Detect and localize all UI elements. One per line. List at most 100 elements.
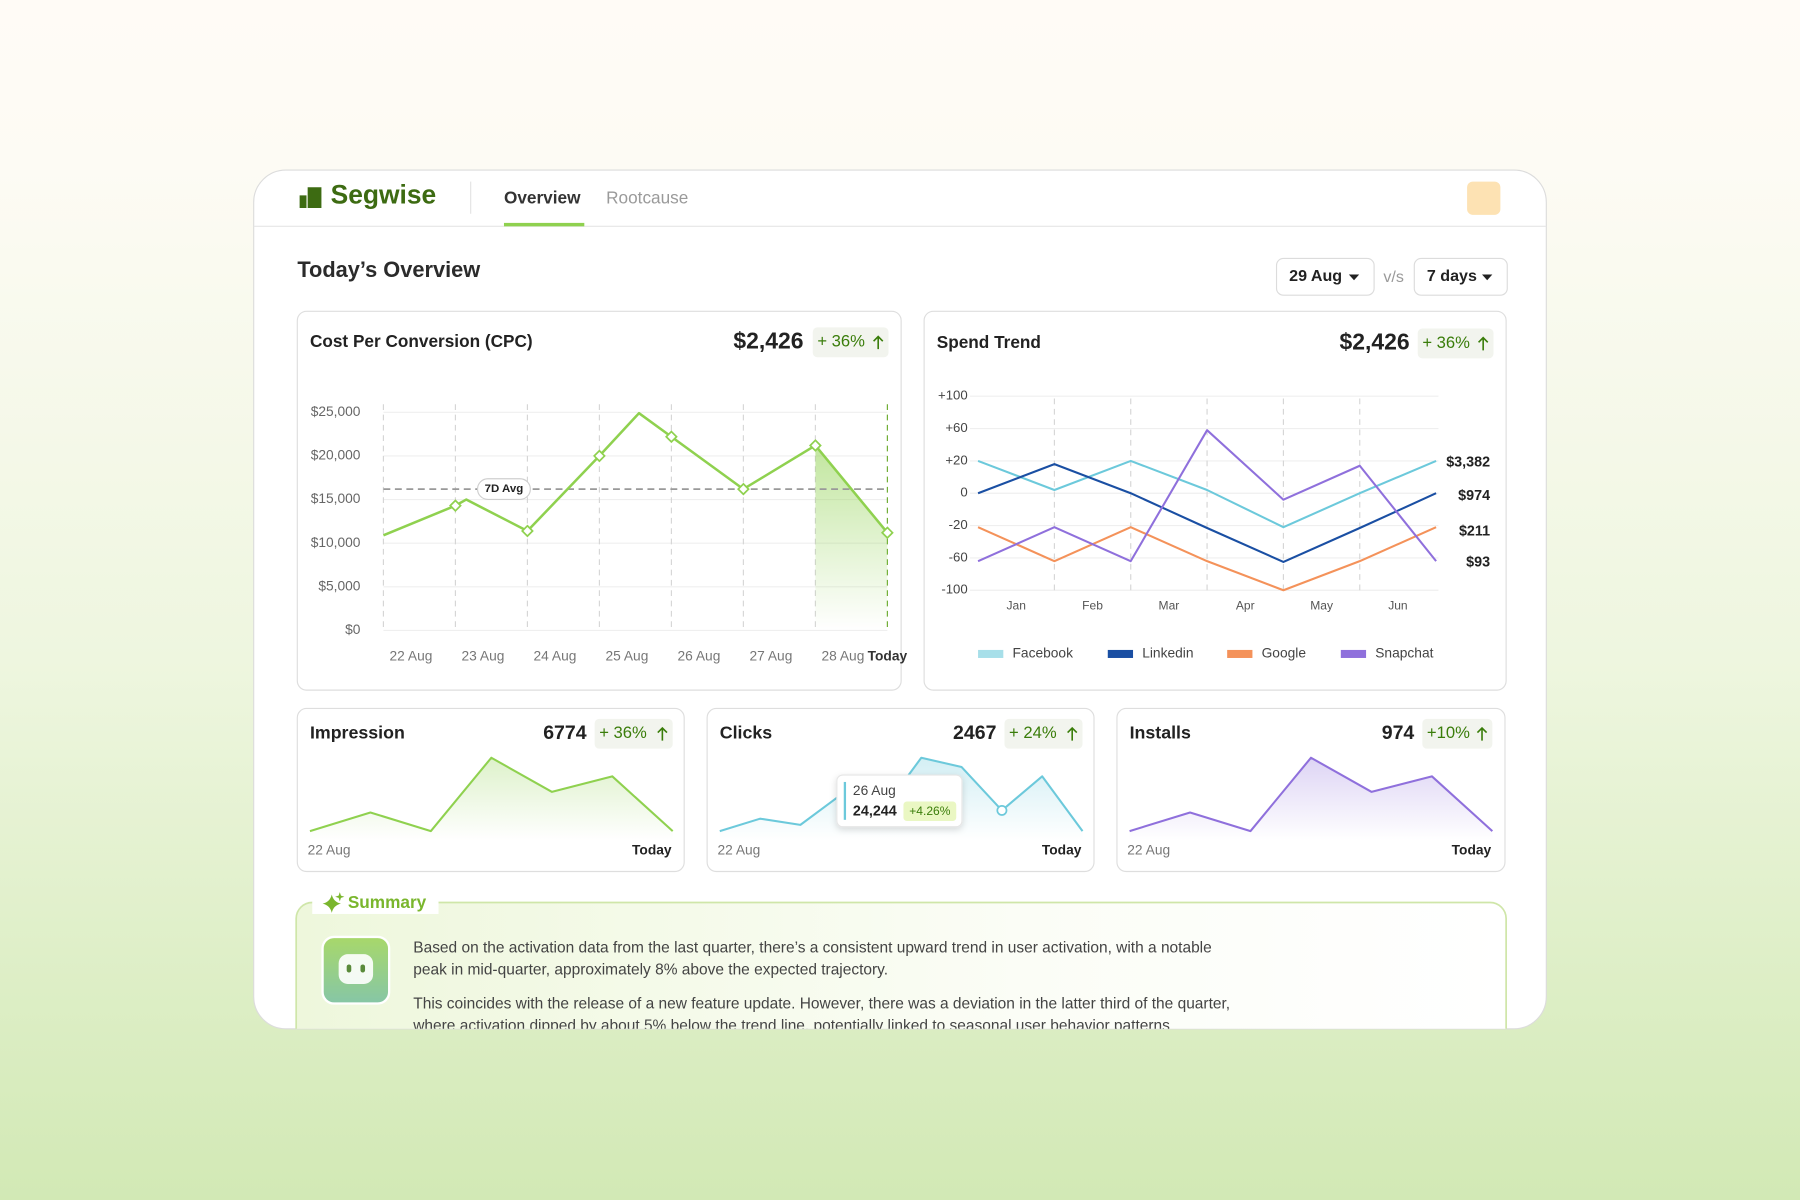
avatar[interactable]	[1467, 181, 1501, 215]
hover-marker	[996, 804, 1008, 816]
period-value: 7 days	[1427, 267, 1477, 285]
point-marker	[737, 482, 750, 496]
summary-line: Based on the activation data from the la…	[413, 939, 1212, 956]
point-marker	[808, 439, 822, 452]
logo-icon	[299, 187, 322, 208]
line	[382, 411, 889, 537]
spend-card	[923, 310, 1507, 691]
reference-label: 7D Avg	[485, 483, 524, 495]
line	[977, 459, 1437, 529]
area	[309, 757, 673, 841]
y-tick-label: -60	[949, 549, 968, 564]
assistant-eye	[346, 964, 352, 973]
dropdown-caret	[1348, 274, 1360, 281]
line	[309, 756, 674, 833]
tooltip-badge	[903, 801, 957, 821]
tab[interactable]: Rootcause	[606, 187, 688, 207]
texts: Segwise Overview Rootcause Today’s Overv…	[297, 179, 1477, 1035]
x-tick-label: 25 Aug	[606, 648, 649, 663]
headline-value: 2467	[953, 722, 996, 744]
point-marker	[880, 526, 894, 540]
card-title: Cost Per Conversion (CPC)	[310, 331, 533, 351]
assistant-eye	[360, 964, 366, 973]
change-value: + 36%	[1422, 333, 1470, 352]
x-tick-label: 27 Aug	[749, 648, 792, 663]
summary-line: This coincides with the release of a new…	[413, 996, 1230, 1013]
active-tab-underline	[503, 222, 585, 227]
end-label: Today	[632, 842, 672, 857]
tooltip-accent	[843, 781, 847, 820]
change-arrow	[1478, 336, 1489, 351]
legend-swatch	[1227, 649, 1253, 658]
start-label: 22 Aug	[717, 842, 760, 857]
x-tick-label: Feb	[1082, 599, 1103, 613]
y-tick-label: +100	[938, 388, 968, 403]
y-tick-label: $15,000	[311, 491, 361, 506]
point-marker	[449, 499, 462, 513]
app-content: Segwise Overview Rootcause Today’s Overv…	[253, 179, 1547, 1035]
y-tick-label: $10,000	[311, 535, 361, 550]
end-label: $3,382	[1446, 455, 1490, 471]
headline-value: 974	[1382, 722, 1415, 744]
end-label: $93	[1466, 554, 1490, 570]
reference-label-pill	[476, 478, 531, 500]
line	[977, 463, 1437, 563]
end-label: $974	[1458, 488, 1490, 504]
page-title: Today’s Overview	[297, 257, 480, 282]
card-title: Installs	[1130, 722, 1191, 742]
change-badge	[594, 718, 673, 749]
period-dropdown[interactable]	[1413, 257, 1508, 296]
x-tick-label: 26 Aug	[678, 648, 721, 663]
x-tick-label: Apr	[1236, 599, 1255, 613]
change-value: + 36%	[817, 332, 865, 351]
y-tick-label: +60	[945, 420, 967, 435]
tooltip-date: 26 Aug	[853, 783, 896, 798]
y-tick-label: 0	[960, 485, 967, 500]
x-tick-label: Mar	[1159, 599, 1180, 613]
date-dropdown[interactable]	[1275, 257, 1375, 296]
dropdown-caret	[1482, 274, 1493, 281]
change-badge	[812, 327, 889, 358]
y-tick-label: +20	[945, 452, 967, 467]
change-value: +10%	[1427, 723, 1470, 742]
tab[interactable]: Overview	[504, 187, 581, 207]
change-arrow	[657, 726, 668, 741]
legend-swatch	[1340, 649, 1367, 658]
y-tick-label: $5,000	[318, 578, 360, 593]
start-label: 22 Aug	[1127, 842, 1170, 857]
summary-line: peak in mid-quarter, approximately 8% ab…	[413, 961, 888, 978]
x-tick-label: Jun	[1388, 599, 1407, 613]
legend-swatch	[978, 649, 1004, 658]
legend-label: Google	[1262, 646, 1307, 661]
sparkle-icon	[322, 892, 345, 913]
x-tick-label: 28 Aug	[821, 648, 864, 663]
versus-label: v/s	[1383, 268, 1404, 286]
point-marker	[593, 449, 606, 463]
y-tick-label: -100	[941, 582, 967, 597]
summary-box	[295, 901, 1507, 1029]
tooltip-value: 24,244	[853, 804, 897, 820]
headline-value: 6774	[543, 722, 587, 744]
legend-swatch	[1107, 649, 1134, 658]
change-badge	[1417, 328, 1494, 359]
date-value: 29 Aug	[1289, 267, 1342, 285]
change-arrow	[1476, 726, 1488, 741]
highlight-area	[815, 445, 888, 631]
legend-label: Linkedin	[1142, 646, 1193, 661]
line	[1129, 756, 1494, 833]
x-tick-label: Today	[868, 648, 908, 663]
summary-line: where activation dipped by about 5% belo…	[412, 1018, 1170, 1035]
x-tick-label: May	[1310, 599, 1333, 613]
summary-title: Summary	[348, 892, 427, 912]
end-label: Today	[1452, 842, 1492, 857]
y-tick-label: $20,000	[311, 448, 361, 463]
tooltip-change: +4.26%	[909, 804, 950, 818]
x-tick-label: 22 Aug	[390, 648, 433, 663]
logo-text: Segwise	[331, 179, 437, 209]
end-label: $211	[1459, 523, 1490, 539]
y-tick-label: $25,000	[311, 404, 361, 419]
end-label: Today	[1042, 842, 1082, 857]
